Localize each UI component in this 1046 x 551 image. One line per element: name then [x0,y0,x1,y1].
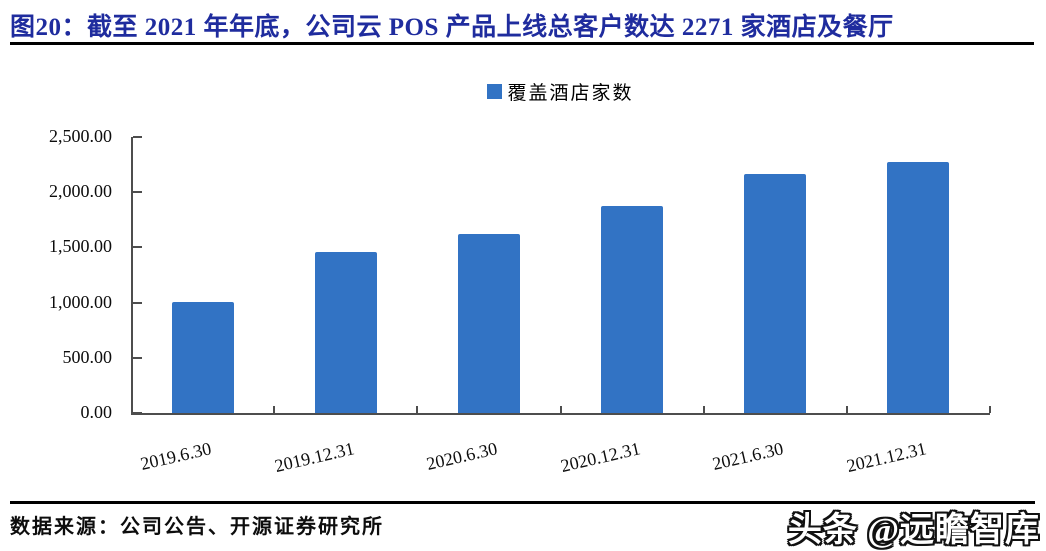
x-axis-label: 2019.6.30 [138,438,213,474]
y-axis-label: 2,000.00 [49,181,112,202]
y-axis-tick [133,191,142,194]
x-axis-label: 2020.12.31 [558,438,643,476]
y-axis-tick [133,356,142,359]
x-axis-tick [989,406,991,413]
bar-2019.12.31 [314,251,377,413]
bar-2020.12.31 [601,206,664,413]
y-axis-line [131,137,133,415]
x-axis-tick [559,406,562,413]
y-axis-tick [133,136,142,138]
x-axis-tick [845,406,848,413]
x-axis-tick [702,406,705,413]
figure-title: 图20：截至 2021 年年底，公司云 POS 产品上线总客户数达 2271 家… [10,14,894,41]
legend-color-swatch-icon [487,83,503,99]
y-axis-label: 2,500.00 [49,126,112,146]
x-axis-line [131,413,990,415]
y-axis-tick [133,412,142,414]
toutiao-watermark: 头条 @远瞻智库 [787,512,1040,549]
y-axis-label: 500.00 [62,346,113,367]
x-axis-label: 2021.6.30 [710,438,786,474]
plot-area [131,136,991,415]
y-axis-tick [133,246,142,249]
x-axis-label: 2020.6.30 [424,438,500,474]
y-axis-label: 1,000.00 [49,291,112,312]
chart-legend: 覆盖酒店家数 [131,80,990,104]
x-axis-label: 2021.12.31 [845,438,929,476]
title-divider [10,42,1034,45]
bar-2019.6.30 [171,302,234,413]
x-axis-tick [416,406,419,413]
x-axis-label: 2019.12.31 [272,438,356,476]
x-axis-tick [273,406,276,413]
y-axis-label: 0.00 [80,402,113,422]
bar-2021.6.30 [744,174,807,413]
y-axis-label: 1,500.00 [49,236,112,257]
footer-divider [10,501,1035,504]
bar-2021.12.31 [887,162,950,413]
data-source-text: 数据来源：公司公告、开源证券研究所 [10,516,384,538]
legend-series-label: 覆盖酒店家数 [507,82,634,104]
bar-2020.6.30 [457,234,520,413]
y-axis-tick [133,301,142,304]
